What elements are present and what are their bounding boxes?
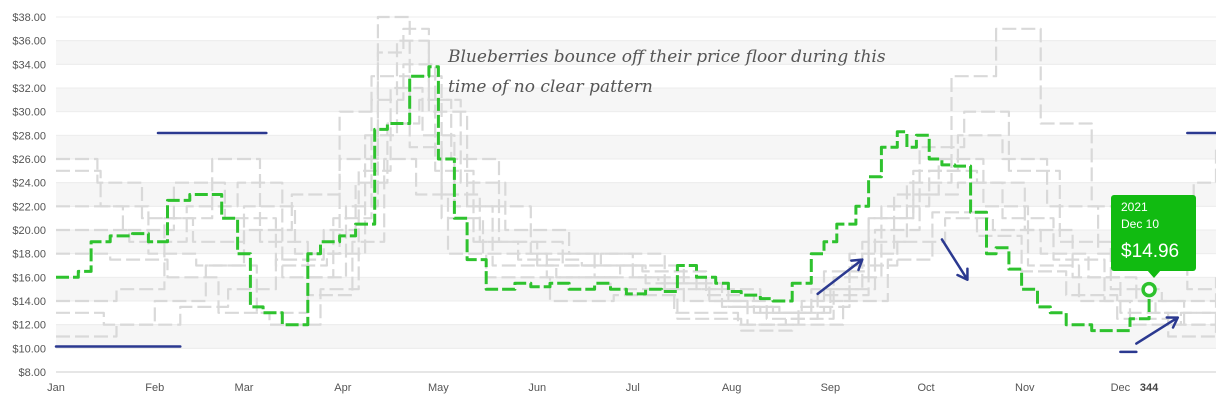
x-cursor-label: 344	[1140, 382, 1159, 394]
y-tick-label: $24.00	[12, 178, 46, 190]
y-tick-label: $14.00	[12, 296, 46, 308]
x-axis-labels: Jan Feb Mar Apr May Jun Jul Aug Sep Oct Nov Dec 344	[47, 371, 1216, 394]
y-tick-label: $20.00	[12, 225, 46, 237]
y-tick-label: $32.00	[12, 83, 46, 95]
trend-marks	[54, 131, 1216, 354]
background-series-line	[56, 157, 1216, 338]
tooltip-pointer	[1147, 270, 1161, 278]
background-series-line	[56, 15, 1216, 314]
y-tick-label: $18.00	[12, 249, 46, 261]
grid-band	[56, 88, 1216, 112]
y-tick-label: $36.00	[12, 36, 46, 48]
tooltip-price: $14.96	[1121, 241, 1179, 262]
grid-band	[56, 324, 1216, 349]
highlight-year-series	[56, 65, 1151, 333]
background-series-line	[56, 27, 1216, 314]
y-tick-label: $34.00	[12, 59, 46, 71]
x-tick-label: May	[428, 382, 449, 394]
x-tick-label: Jun	[528, 382, 546, 394]
x-tick-label: Oct	[917, 382, 934, 394]
x-tick-label: Aug	[722, 382, 742, 394]
x-tick-label: Feb	[145, 382, 164, 394]
tooltip-box	[1111, 195, 1196, 271]
down-trend-arrow	[940, 238, 969, 281]
cursor-point[interactable]	[1141, 281, 1157, 298]
y-axis-labels: $8.00 $10.00 $12.00 $14.00 $16.00 $18.00 $20.0…	[12, 12, 46, 379]
x-tick-label: Apr	[334, 382, 351, 394]
y-tick-label: $38.00	[12, 12, 46, 24]
annotation-line-1: Blueberries bounce off their price floor…	[447, 47, 886, 67]
highlight-series-line	[56, 65, 1151, 333]
grid-band	[56, 40, 1216, 65]
x-tick-label: Dec	[1111, 382, 1131, 394]
background-series-line	[56, 63, 1216, 320]
tooltip-date: Dec 10	[1121, 217, 1159, 231]
price-tooltip: 2021 Dec 10 $14.96	[1111, 195, 1196, 278]
x-tick-label: Jan	[47, 382, 65, 394]
background-series-line	[56, 27, 1216, 314]
grid-band	[56, 182, 1216, 207]
x-tick-label: Nov	[1015, 382, 1035, 394]
up-trend-arrow	[1135, 316, 1180, 345]
y-tick-label: $22.00	[12, 201, 46, 213]
y-tick-label: $8.00	[18, 367, 46, 379]
annotation-line-2: time of no clear pattern	[448, 77, 653, 97]
y-tick-label: $12.00	[12, 320, 46, 332]
grid-band	[56, 135, 1216, 159]
y-tick-label: $28.00	[12, 130, 46, 142]
background-year-series	[56, 15, 1216, 338]
y-tick-label: $26.00	[12, 154, 46, 166]
tooltip-year: 2021	[1121, 200, 1148, 214]
up-trend-arrow	[816, 258, 864, 296]
x-tick-label: Mar	[235, 382, 254, 394]
y-tick-label: $30.00	[12, 107, 46, 119]
x-tick-label: Sep	[821, 382, 841, 394]
x-tick-label: Jul	[626, 382, 640, 394]
y-tick-label: $16.00	[12, 272, 46, 284]
y-tick-label: $10.00	[12, 343, 46, 355]
